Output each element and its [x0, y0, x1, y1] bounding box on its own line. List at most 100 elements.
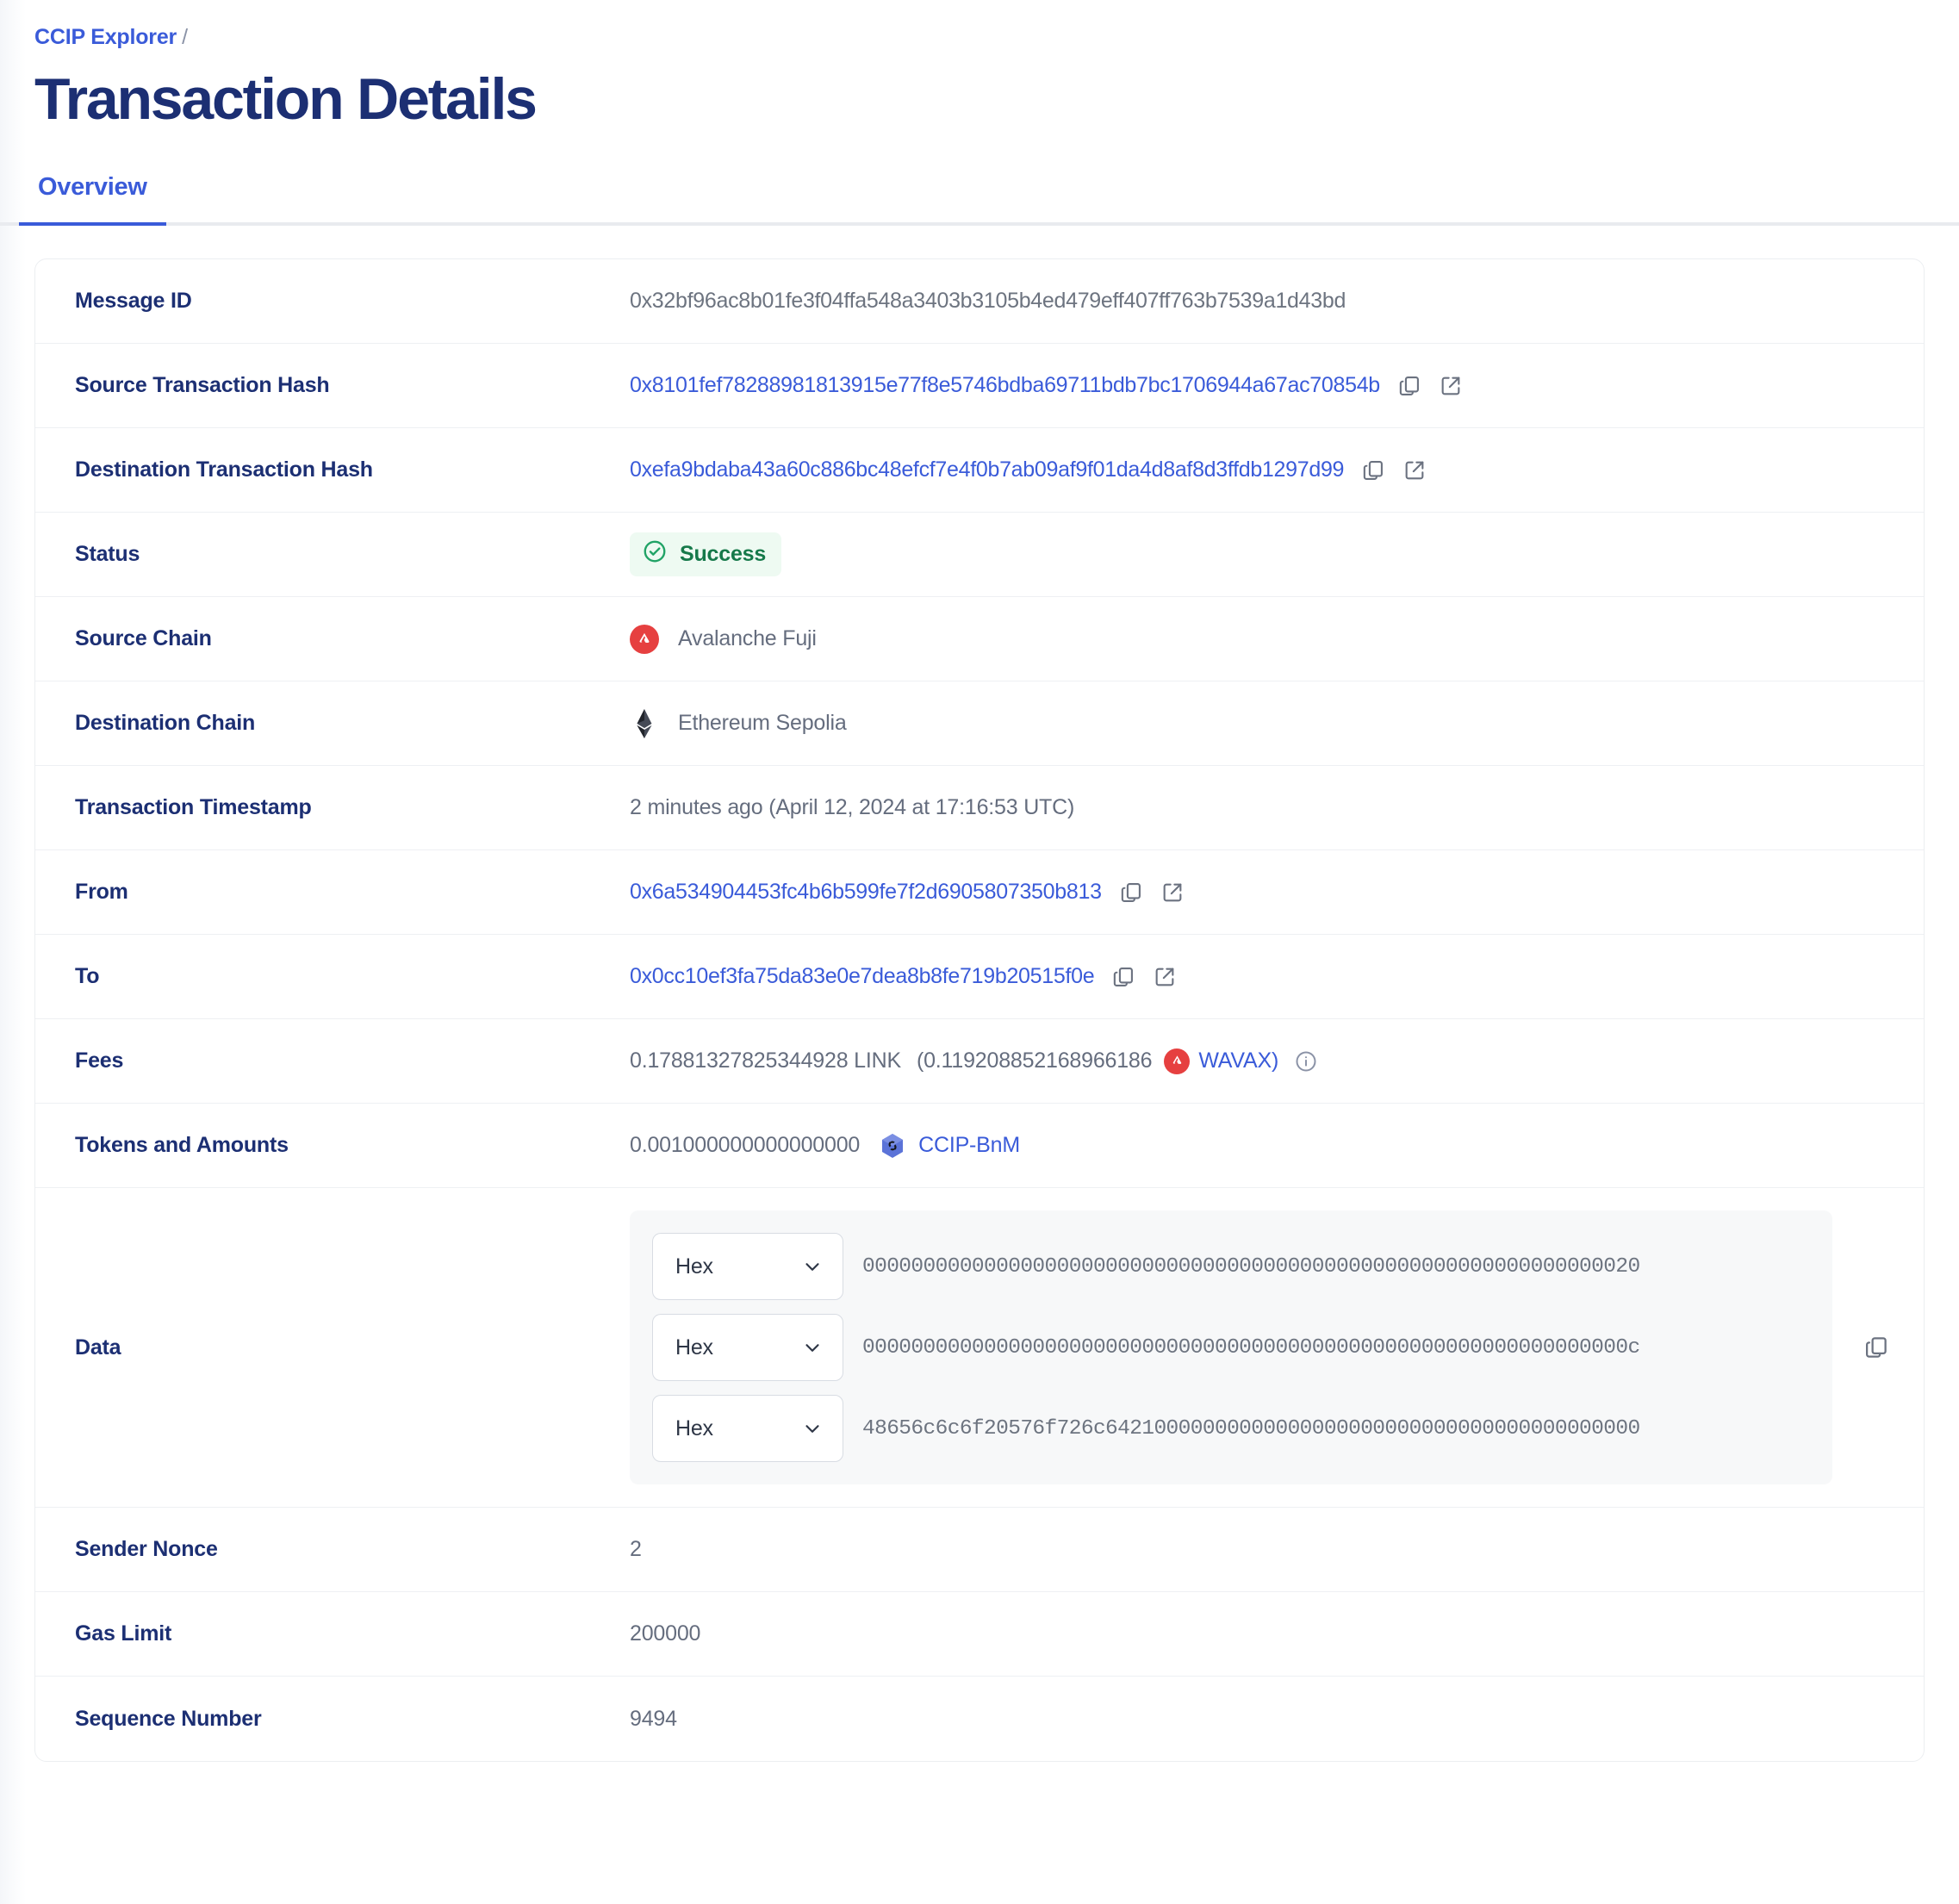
breadcrumb-link-ccip-explorer[interactable]: CCIP Explorer — [34, 25, 177, 49]
page-title: Transaction Details — [34, 66, 538, 132]
row-label-message-id: Message ID — [75, 289, 192, 314]
chevron-down-icon — [801, 1417, 824, 1440]
token-name-link[interactable]: CCIP-BnM — [918, 1133, 1020, 1158]
row-value-timestamp: 2 minutes ago (April 12, 2024 at 17:16:5… — [630, 766, 1924, 849]
row-label-status: Status — [75, 542, 140, 567]
external-link-icon[interactable] — [1153, 965, 1177, 989]
fees-secondary-amount: (0.119208852168966186 — [916, 1048, 1153, 1073]
fees-token-symbol-link[interactable]: WAVAX) — [1198, 1048, 1279, 1073]
row-value-fees: 0.17881327825344928 LINK (0.119208852168… — [630, 1019, 1924, 1103]
data-hex-value-2: 48656c6c6f20576f726c64210000000000000000… — [862, 1416, 1640, 1440]
source-tx-hash-link[interactable]: 0x8101fef78288981813915e77f8e5746bdba697… — [630, 373, 1380, 398]
data-format-label: Hex — [675, 1416, 713, 1440]
tab-bar: Overview — [0, 166, 1959, 227]
check-circle-icon — [642, 538, 668, 570]
table-row: Source Chain Avalanche Fuji — [35, 597, 1924, 682]
chevron-down-icon — [801, 1255, 824, 1278]
row-label-tokens-and-amounts: Tokens and Amounts — [75, 1133, 289, 1158]
row-value-source-chain: Avalanche Fuji — [630, 597, 1924, 681]
source-chain-cell: Avalanche Fuji — [630, 624, 817, 654]
destination-tx-hash-link[interactable]: 0xefa9bdaba43a60c886bc48efcf7e4f0b7ab09a… — [630, 457, 1345, 482]
row-label-timestamp: Transaction Timestamp — [75, 795, 312, 820]
table-row: Gas Limit 200000 — [35, 1592, 1924, 1677]
message-id-value: 0x32bf96ac8b01fe3f04ffa548a3403b3105b4ed… — [630, 289, 1346, 314]
row-value-destination-chain: Ethereum Sepolia — [630, 681, 1924, 765]
data-format-select-2[interactable]: Hex — [652, 1395, 843, 1463]
status-badge: Success — [630, 532, 782, 577]
token-cell: 0.001000000000000000 CCIP-BnM — [630, 1132, 1020, 1160]
tab-overview[interactable]: Overview — [19, 166, 166, 227]
row-value-from: 0x6a534904453fc4b6b599fe7f2d6905807350b8… — [630, 850, 1924, 934]
row-label-to: To — [75, 964, 100, 989]
copy-icon[interactable] — [1361, 458, 1385, 482]
table-row: Tokens and Amounts 0.001000000000000000 … — [35, 1104, 1924, 1189]
table-row: Fees 0.17881327825344928 LINK (0.1192088… — [35, 1019, 1924, 1104]
sender-nonce-value: 2 — [630, 1537, 642, 1562]
timestamp-value: 2 minutes ago (April 12, 2024 at 17:16:5… — [630, 795, 1075, 820]
copy-icon[interactable] — [1119, 880, 1143, 905]
row-value-sequence-number: 9494 — [630, 1677, 1924, 1761]
table-row: Transaction Timestamp 2 minutes ago (Apr… — [35, 766, 1924, 851]
from-address-link[interactable]: 0x6a534904453fc4b6b599fe7f2d6905807350b8… — [630, 880, 1102, 905]
info-icon[interactable] — [1294, 1049, 1318, 1073]
copy-icon[interactable] — [1397, 374, 1421, 398]
row-value-message-id: 0x32bf96ac8b01fe3f04ffa548a3403b3105b4ed… — [630, 259, 1924, 343]
avalanche-icon — [630, 624, 659, 654]
to-address-link[interactable]: 0x0cc10ef3fa75da83e0e7dea8b8fe719b20515f… — [630, 964, 1095, 989]
data-format-label: Hex — [675, 1335, 713, 1360]
data-line: Hex 000000000000000000000000000000000000… — [630, 1233, 1832, 1301]
token-amount: 0.001000000000000000 — [630, 1133, 861, 1158]
table-row: From 0x6a534904453fc4b6b599fe7f2d6905807… — [35, 850, 1924, 936]
row-value-to: 0x0cc10ef3fa75da83e0e7dea8b8fe719b20515f… — [630, 935, 1924, 1018]
ccip-bnm-icon — [879, 1132, 906, 1160]
chevron-down-icon — [801, 1336, 824, 1359]
fees-primary-amount: 0.17881327825344928 LINK — [630, 1048, 901, 1073]
external-link-icon[interactable] — [1439, 374, 1463, 398]
row-label-destination-tx-hash: Destination Transaction Hash — [75, 457, 373, 482]
transaction-details-card: Message ID 0x32bf96ac8b01fe3f04ffa548a34… — [34, 258, 1925, 1763]
ethereum-icon — [630, 708, 659, 738]
external-link-icon[interactable] — [1402, 458, 1427, 482]
table-row: Data Hex 0000000000000000000000000000 — [35, 1188, 1924, 1509]
source-chain-label: Avalanche Fuji — [678, 626, 817, 651]
sequence-number-value: 9494 — [630, 1706, 677, 1731]
left-edge-gradient — [0, 0, 26, 1904]
copy-icon[interactable] — [1111, 965, 1135, 989]
page-header: CCIP Explorer / Transaction Details — [0, 0, 1959, 130]
breadcrumb-separator: / — [182, 25, 188, 49]
table-row: Message ID 0x32bf96ac8b01fe3f04ffa548a34… — [35, 259, 1924, 345]
row-label-sender-nonce: Sender Nonce — [75, 1537, 218, 1562]
destination-chain-label: Ethereum Sepolia — [678, 711, 847, 736]
table-row: Destination Chain Ethereum Sepolia — [35, 681, 1924, 767]
data-line: Hex 000000000000000000000000000000000000… — [630, 1314, 1832, 1382]
data-format-label: Hex — [675, 1254, 713, 1279]
table-row: Status Success — [35, 513, 1924, 598]
destination-chain-cell: Ethereum Sepolia — [630, 708, 847, 738]
data-format-select-1[interactable]: Hex — [652, 1314, 843, 1382]
table-row: Sender Nonce 2 — [35, 1508, 1924, 1593]
row-value-tokens-and-amounts: 0.001000000000000000 CCIP-BnM — [630, 1104, 1924, 1187]
row-value-sender-nonce: 2 — [630, 1508, 1924, 1591]
row-value-gas-limit: 200000 — [630, 1592, 1924, 1676]
row-label-sequence-number: Sequence Number — [75, 1706, 262, 1731]
row-label-fees: Fees — [75, 1048, 124, 1073]
avalanche-icon — [1164, 1048, 1191, 1074]
row-value-status: Success — [630, 513, 1924, 596]
data-hex-value-1: 0000000000000000000000000000000000000000… — [862, 1335, 1640, 1360]
row-label-gas-limit: Gas Limit — [75, 1621, 172, 1646]
data-hex-value-0: 0000000000000000000000000000000000000000… — [862, 1254, 1640, 1279]
table-row: Sequence Number 9494 — [35, 1677, 1924, 1761]
row-value-source-tx-hash: 0x8101fef78288981813915e77f8e5746bdba697… — [630, 344, 1924, 427]
external-link-icon[interactable] — [1160, 880, 1185, 905]
row-value-destination-tx-hash: 0xefa9bdaba43a60c886bc48efcf7e4f0b7ab09a… — [630, 428, 1924, 512]
copy-icon[interactable] — [1863, 1335, 1889, 1360]
data-format-select-0[interactable]: Hex — [652, 1233, 843, 1301]
row-value-data: Hex 000000000000000000000000000000000000… — [630, 1188, 1924, 1507]
row-label-data: Data — [75, 1335, 121, 1360]
table-row: Destination Transaction Hash 0xefa9bdaba… — [35, 428, 1924, 513]
status-badge-label: Success — [680, 542, 767, 567]
row-label-destination-chain: Destination Chain — [75, 711, 256, 736]
data-panel: Hex 000000000000000000000000000000000000… — [630, 1210, 1832, 1485]
table-row: Source Transaction Hash 0x8101fef7828898… — [35, 344, 1924, 429]
